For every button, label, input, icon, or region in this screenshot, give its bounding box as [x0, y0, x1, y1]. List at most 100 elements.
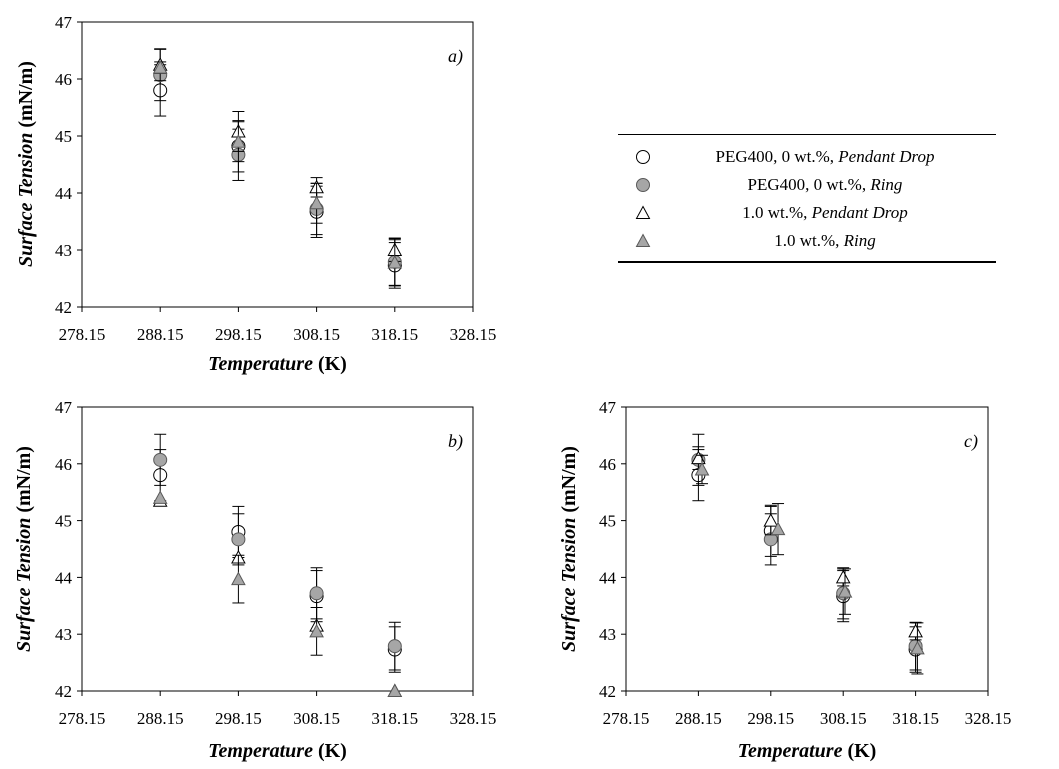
data-point-circle [387, 639, 402, 654]
data-point-triangle [694, 461, 710, 476]
data-point-triangle [387, 254, 403, 269]
y-tick-label: 42 [599, 682, 616, 701]
data-point-triangle [309, 623, 324, 638]
x-tick-label: 288.15 [675, 709, 722, 728]
plot-frame [81, 21, 474, 308]
plot-frame [625, 406, 989, 692]
y-tick-label: 44 [55, 568, 73, 587]
x-axis-label-unit: (K) [313, 740, 347, 762]
y-axis-label-unit: (mN/m) [558, 446, 580, 518]
data-point-circle [153, 452, 168, 467]
y-tick-label: 47 [599, 398, 617, 417]
legend-label: PEG400, 0 wt.%, Ring [654, 173, 996, 197]
legend-label-text: PEG400, 0 wt.%, [715, 147, 839, 166]
legend-label-method: Pendant Drop [838, 147, 935, 166]
filled-triangle-icon [635, 233, 651, 247]
y-tick-label: 45 [599, 512, 616, 531]
y-tick-label: 47 [55, 398, 73, 417]
x-tick-label: 298.15 [215, 709, 262, 728]
data-point-triangle [835, 569, 851, 584]
x-tick-label: 308.15 [820, 709, 867, 728]
legend-label-method: Ring [843, 231, 876, 250]
legend-label: PEG400, 0 wt.%, Pendant Drop [654, 145, 996, 169]
data-point-triangle [387, 683, 403, 697]
y-tick-label: 42 [55, 682, 72, 701]
y-axis-label: Surface Tension (mN/m) [558, 446, 580, 652]
chart-panel-c: 42 43 44 45 46 47 278.15 288.15 298.15 308.15 318.… [558, 398, 1011, 762]
x-axis-label-name: Temperature [208, 740, 313, 762]
x-axis-label-name: Temperature [208, 353, 313, 375]
y-tick-label: 45 [55, 127, 72, 146]
x-tick-label: 298.15 [747, 709, 794, 728]
y-tick-label: 44 [599, 568, 617, 587]
x-tick-label: 308.15 [293, 325, 340, 344]
legend-label-text: PEG400, 0 wt.%, [747, 175, 871, 194]
legend-label: 1.0 wt.%, Pendant Drop [654, 201, 996, 225]
x-tick-label: 318.15 [892, 709, 939, 728]
chart-legend: PEG400, 0 wt.%, Pendant Drop PEG400, 0 w… [618, 134, 996, 263]
data-point-triangle [231, 571, 246, 586]
y-tick-label: 42 [55, 298, 72, 317]
legend-label-text: 1.0 wt.%, [742, 203, 812, 222]
series-circle-filled [153, 48, 402, 287]
panel-label: c) [964, 431, 978, 452]
x-tick-label: 328.15 [965, 709, 1012, 728]
panel-label: b) [448, 431, 463, 452]
data-point-triangle [152, 490, 168, 504]
data-point-triangle [837, 584, 853, 598]
x-tick-label: 298.15 [215, 325, 262, 344]
series-triangle-open [691, 446, 923, 641]
legend-label-method: Ring [870, 175, 903, 194]
y-axis-label-name: Surface Tension [13, 518, 35, 652]
plot-frame [81, 406, 474, 692]
y-tick-label: 43 [55, 241, 72, 260]
y-tick-label: 43 [599, 625, 616, 644]
data-point-triangle [152, 60, 168, 74]
series-triangle-filled [694, 454, 925, 675]
legend-label-method: Pendant Drop [811, 203, 908, 222]
panel-label: a) [448, 46, 463, 67]
open-triangle-icon [635, 205, 651, 219]
x-tick-label: 278.15 [59, 709, 106, 728]
x-axis-label-unit: (K) [313, 353, 347, 375]
y-tick-label: 43 [55, 625, 72, 644]
series-circle-open [691, 449, 923, 673]
x-tick-label: 328.15 [450, 325, 497, 344]
x-axis-label-name: Temperature [738, 740, 843, 762]
y-tick-label: 46 [55, 455, 72, 474]
series-triangle-filled [152, 60, 403, 286]
x-tick-label: 288.15 [137, 709, 184, 728]
x-tick-label: 328.15 [450, 709, 497, 728]
y-tick-label: 46 [599, 455, 616, 474]
series-triangle-filled [152, 490, 403, 697]
legend-item-ring-0wt: PEG400, 0 wt.%, Ring [618, 173, 996, 197]
legend-item-pendant-drop-0wt: PEG400, 0 wt.%, Pendant Drop [618, 145, 996, 169]
legend-item-ring-1wt: 1.0 wt.%, Ring [618, 229, 996, 253]
filled-circle-icon [636, 178, 650, 192]
data-point-triangle [910, 640, 925, 655]
data-point-triangle [231, 134, 246, 148]
x-axis-label: Temperature (K) [208, 353, 347, 375]
data-point-circle [231, 532, 246, 547]
open-circle-icon [636, 150, 650, 164]
x-tick-label: 318.15 [371, 709, 418, 728]
series-circle-filled [153, 433, 402, 671]
data-point-triangle [770, 521, 786, 536]
x-tick-label: 278.15 [59, 325, 106, 344]
series-circle-open [153, 449, 402, 673]
series-triangle-open [152, 493, 403, 697]
y-axis-label: Surface Tension (mN/m) [13, 446, 35, 652]
data-point-triangle [908, 623, 923, 638]
x-tick-label: 278.15 [603, 709, 650, 728]
data-point-circle [309, 586, 324, 601]
chart-panel-a: 42 43 44 45 46 47 278.15 288.15 298.15 308.15 318.… [15, 13, 496, 375]
y-tick-label: 47 [55, 13, 73, 32]
x-tick-label: 308.15 [293, 709, 340, 728]
y-axis-label-unit: (mN/m) [15, 61, 37, 133]
series-triangle-open [152, 48, 403, 262]
y-tick-label: 46 [55, 70, 72, 89]
legend-label-text: 1.0 wt.%, [774, 231, 844, 250]
y-tick-label: 44 [55, 184, 73, 203]
y-axis-label-name: Surface Tension [15, 133, 37, 267]
